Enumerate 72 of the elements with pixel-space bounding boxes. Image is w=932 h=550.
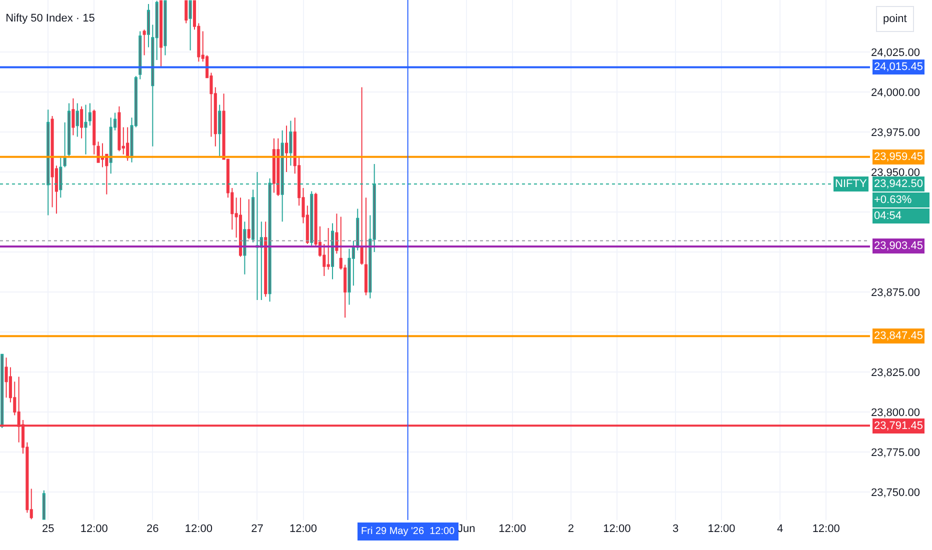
y-tick-label: 23,875.00 (871, 286, 920, 299)
x-tick-label: 12:00 (289, 523, 318, 535)
candlestick (272, 138, 276, 194)
x-tick-label: 4 (777, 523, 784, 535)
candlestick (4, 357, 8, 398)
candlestick (276, 138, 280, 196)
candlestick (264, 221, 268, 298)
candlestick (360, 86, 364, 266)
y-tick-label: 24,025.00 (871, 46, 920, 59)
candlestick (188, 0, 192, 51)
annotation: NIFTY (835, 178, 868, 190)
candlestick (109, 117, 112, 174)
candlestick (142, 29, 146, 56)
x-tick-label: 12:00 (603, 523, 631, 535)
candlestick (284, 125, 288, 172)
candlestick (247, 198, 250, 240)
candlestick (364, 197, 368, 296)
text: Nifty 50 Index · 15 (6, 12, 95, 24)
ref-line-label: 23,847.45 (874, 330, 923, 342)
x-tick-label: 3 (672, 523, 679, 535)
candlestick (184, 0, 188, 24)
ref-line-label: 23,942.50 (874, 178, 923, 190)
candlestick (42, 490, 46, 520)
candlestick (160, 0, 163, 67)
candlestick (238, 197, 242, 258)
candlestick (164, 0, 167, 56)
candlestick (72, 98, 75, 136)
candlestick (118, 106, 121, 152)
candlestick (84, 104, 88, 155)
y-tick-label: 24,000.00 (871, 86, 920, 99)
x-tick-label: 27 (251, 523, 264, 535)
candlestick (0, 354, 4, 428)
x-tick-label: 12:00 (812, 523, 840, 535)
text: +0.63% (874, 194, 912, 206)
x-tick-label: 12:00 (184, 523, 212, 535)
candlestick (126, 126, 130, 162)
candlestick (289, 120, 292, 166)
x-tick-label: 12:00 (498, 523, 526, 535)
candlestick (310, 190, 314, 248)
y-tick-label: 23,825.00 (871, 366, 920, 379)
candlestick (335, 213, 338, 254)
y-tick-label: 23,975.00 (871, 126, 920, 139)
candlestick (92, 109, 96, 155)
x-tick-label: 12:00 (708, 523, 736, 535)
y-tick-label: 23,750.00 (871, 486, 920, 499)
candlestick (252, 189, 255, 243)
candlestick (63, 122, 66, 168)
candlestick (67, 102, 71, 156)
y-tick-label: 23,800.00 (871, 406, 920, 419)
candlestick (331, 222, 334, 280)
y-tick-label: 23,775.00 (871, 446, 920, 459)
candlestick (146, 4, 150, 48)
candlestick (218, 104, 222, 158)
candlestick (76, 102, 79, 138)
ref-line-label: 23,791.45 (874, 420, 923, 432)
candlestick (88, 102, 92, 126)
x-tick-label: 26 (146, 523, 159, 535)
ref-line-label: 23,959.45 (874, 151, 923, 163)
x-tick-label: Fri 29 May '26 12:00 (361, 526, 456, 537)
x-tick-label: 2 (568, 523, 574, 535)
ref-line-label: 24,015.45 (874, 61, 923, 73)
candlestick (243, 221, 246, 275)
x-tick-label: 25 (42, 523, 54, 535)
y-axis-title: point (883, 13, 907, 25)
ref-line-label: 23,903.45 (874, 240, 923, 252)
candlestick (80, 106, 84, 139)
text: 04:54 (874, 210, 902, 222)
candlestick (356, 208, 360, 251)
candlestick (138, 30, 142, 80)
x-tick-label: Jun (457, 523, 476, 535)
y-tick-label: 23,950.00 (871, 166, 920, 179)
x-tick-label: 12:00 (80, 523, 108, 535)
